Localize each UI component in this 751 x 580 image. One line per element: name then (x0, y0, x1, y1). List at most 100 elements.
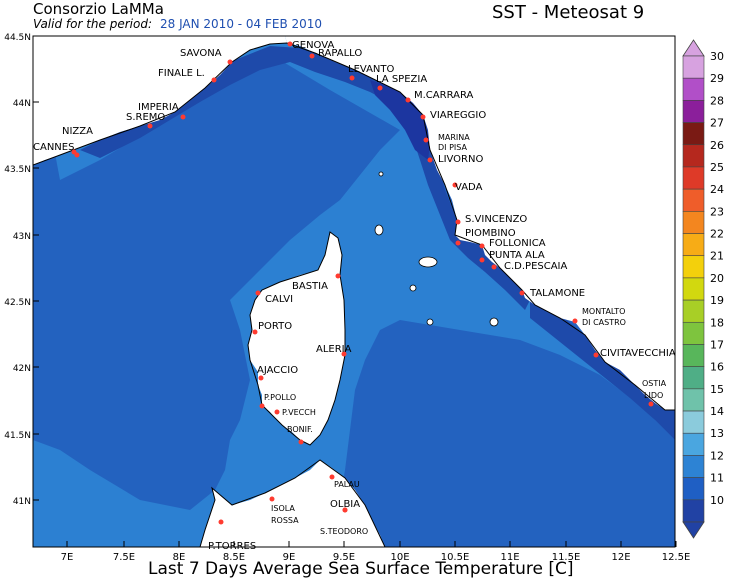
place-label: CALVI (265, 294, 293, 305)
island-montecristo (426, 318, 434, 326)
place-label: PORTO (258, 321, 292, 332)
place-label: P.TORRES (208, 541, 256, 552)
place-label: BASTIA (292, 281, 328, 292)
axis-ticks: 7E 7.5E 8E 8.5E 9E 9.5E 10E 10.5E 11E 11.5E 12E 12.… (4, 33, 690, 563)
lat-tick-label: 41.5N (4, 431, 31, 441)
place-dot (335, 273, 341, 279)
island-giglio (489, 317, 499, 327)
lon-tick-label: 11E (500, 552, 519, 563)
place-dot (405, 97, 411, 103)
place-label: C.D.PESCAIA (504, 261, 568, 272)
place-label: DI PISA (438, 143, 467, 152)
lat-tick-label: 42N (13, 364, 31, 374)
place-label: P.VECCH (282, 408, 316, 417)
lon-tick-label: 9E (283, 552, 296, 563)
place-dot (274, 409, 280, 415)
place-dot (258, 375, 264, 381)
place-label: AJACCIO (257, 365, 298, 376)
place-label: MONTALTO (582, 307, 625, 316)
place-label: PUNTA ALA (489, 250, 545, 261)
lon-tick-label: 10E (390, 552, 409, 563)
place-label: BONIF. (287, 425, 313, 434)
place-dot (309, 53, 315, 59)
place-label: M.CARRARA (414, 90, 474, 101)
place-label: LIDO (644, 391, 663, 400)
place-dot (349, 75, 355, 81)
sea-mid-zone-west (33, 36, 400, 510)
place-label: MARINA (438, 133, 470, 142)
sea-cold-coast-tyrrhenian (530, 300, 675, 440)
place-dot (455, 219, 461, 225)
place-label: VIAREGGIO (430, 110, 486, 121)
place-dot (287, 41, 293, 47)
place-label: LA SPEZIA (376, 74, 427, 85)
place-dot (329, 474, 335, 480)
place-dot (491, 264, 497, 270)
place-label: PALAU (334, 480, 360, 489)
map-frame (32, 35, 676, 548)
organization-title: Consorzio LaMMa (33, 0, 164, 18)
place-dot (455, 240, 461, 246)
land-sardinia (200, 460, 385, 547)
place-label: CANNES (33, 142, 74, 153)
place-label: OLBIA (330, 499, 360, 510)
place-label: TALAMONE (529, 288, 585, 299)
place-label: GENOVA (292, 40, 334, 51)
valid-label: Valid for the period: (33, 17, 152, 31)
place-dot (180, 114, 186, 120)
land-mainland (33, 36, 675, 410)
place-label: P.POLLO (264, 393, 296, 402)
place-dot (572, 318, 578, 324)
place-label: NIZZA (62, 126, 93, 137)
place-dot (298, 439, 304, 445)
lon-tick-label: 7E (61, 552, 74, 563)
lon-tick-label: 7.5E (113, 552, 135, 563)
place-label: ISOLA (271, 504, 295, 513)
lon-tick-label: 8E (173, 552, 186, 563)
lat-tick-label: 44N (13, 99, 31, 109)
island-capraia (374, 224, 384, 236)
place-dot (427, 157, 433, 163)
lat-tick-label: 43.5N (4, 165, 31, 175)
place-dot (479, 243, 485, 249)
place-dot (74, 152, 80, 158)
place-dot (259, 403, 265, 409)
valid-period-line: Valid for the period: 28 JAN 2010 - 04 FE… (33, 17, 322, 31)
place-dot (341, 351, 347, 357)
lat-tick-label: 43N (13, 232, 31, 242)
map-footer-title: Last 7 Days Average Sea Surface Temperat… (148, 559, 574, 579)
corsica-coastline (247, 231, 346, 446)
place-label: OSTIA (642, 379, 667, 388)
island-elba (418, 256, 438, 268)
lat-tick-label: 44.5N (4, 33, 31, 43)
lon-tick-label: 12E (611, 552, 630, 563)
land-corsica (248, 232, 345, 445)
place-dot (648, 401, 654, 407)
island-gorgona (378, 171, 384, 177)
place-dot (593, 352, 599, 358)
place-dot (479, 257, 485, 263)
lon-tick-label: 8.5E (223, 552, 245, 563)
place-label: IMPERIA (138, 102, 179, 113)
sardinia-coastline (199, 459, 386, 547)
place-dot (519, 290, 525, 296)
lat-tick-label: 41N (13, 497, 31, 507)
place-label: LEVANTO (348, 64, 395, 75)
product-title: SST - Meteosat 9 (492, 2, 645, 23)
place-label: S.TEODORO (320, 527, 368, 536)
island-pianosa (409, 284, 417, 292)
place-label: LIVORNO (438, 154, 483, 165)
place-label: ALERIA (316, 344, 352, 355)
place-label: VADA (455, 182, 483, 193)
place-label: ROSSA (271, 516, 299, 525)
sea-mid-zone-south (330, 320, 675, 547)
coastline (33, 42, 675, 411)
place-dot (252, 329, 258, 335)
land-france-coast (33, 36, 287, 165)
place-label: FINALE L. (158, 68, 205, 79)
lat-tick-label: 42.5N (4, 298, 31, 308)
place-label: FOLLONICA (489, 238, 546, 249)
place-label: DI CASTRO (582, 318, 626, 327)
